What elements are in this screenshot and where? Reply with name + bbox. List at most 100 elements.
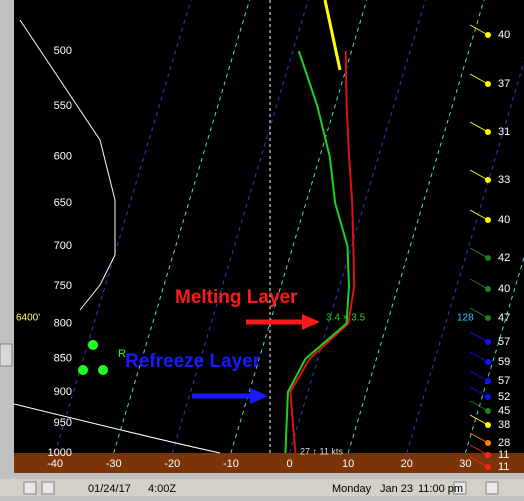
wind-speed: 52 [498,391,510,403]
isotherm [113,0,251,454]
barb-line [469,278,489,290]
scroll-button[interactable] [41,481,55,495]
barb-line [469,247,489,259]
barb-line [469,414,489,426]
wind-speed: 33 [498,174,510,186]
barb-line [469,432,489,444]
wind-speed: 28 [498,437,510,449]
dot [88,340,98,350]
isotherm [54,0,192,454]
wind-speed: 11 [498,461,509,473]
y-tick-label: 650 [54,197,72,209]
barb-line [469,386,489,398]
refreeze-label: Refreeze Layer [125,351,261,372]
barb-line [469,444,489,456]
arrow-head [302,314,320,330]
x-tick-label: 10 [342,458,354,470]
wind-dot [485,32,491,38]
r-mark: R [118,348,126,360]
x-tick-label: -30 [106,458,122,470]
wind-dot [485,286,491,292]
dot [78,365,88,375]
y-tick-label: 800 [54,317,72,329]
plot-area [14,0,524,453]
wind-dot [485,81,491,87]
arrow-head [250,388,268,404]
wind-label: 27 ↑ 11 kts [300,446,343,456]
scroll-button[interactable] [23,481,37,495]
wind-dot [485,394,491,400]
profile-line [284,50,350,454]
isotherm [406,60,524,454]
wind-dot [485,378,491,384]
wind-dot [485,452,491,458]
wind-speed: 42 [498,252,510,264]
wind-dot [485,177,491,183]
barb-line [469,209,489,221]
isotherm [347,0,485,454]
status-local-time: 11:00 pm [418,483,463,495]
status-date: 01/24/17 [88,483,131,495]
status-local-date: Jan 23 [380,483,413,495]
y-tick-label: 950 [54,417,72,429]
status-bar [0,479,524,496]
wind-speed: 40 [498,29,510,41]
surface-values: 3.4 × 3.5 [326,313,366,324]
wind-speed: 11 [498,449,509,461]
wind-speed: 59 [498,356,510,368]
x-axis-bar [14,453,524,473]
x-tick-label: 0 [286,458,292,470]
y-tick-label: 700 [54,240,72,252]
y-tick-label: 550 [54,100,72,112]
y-tick-label: 900 [54,386,72,398]
barb-line [469,351,489,363]
barb-line [469,456,489,468]
y-tick-label: 500 [54,45,72,57]
wind-dot [485,422,491,428]
barb-line [469,169,489,181]
isotherm [171,0,309,454]
side-button[interactable] [0,343,13,367]
y-tick-label: 750 [54,280,72,292]
scroll-button[interactable] [453,481,467,495]
upper-profile [323,0,342,71]
wind-speed: 40 [498,214,510,226]
isotherm [230,0,368,454]
y-tick-label: 850 [54,353,72,365]
x-tick-label: -10 [223,458,239,470]
y-tick-label: 1000 [48,447,72,459]
wind-speed: 57 [498,336,510,348]
wind-speed: 57 [498,375,510,387]
wind-dot [485,464,491,470]
barb-line [469,307,489,319]
barb-line [469,24,489,36]
wind-dot [485,217,491,223]
wind-speed: 31 [498,126,510,138]
status-day: Monday [332,483,372,495]
wind-dot [485,255,491,261]
barb-line [469,73,489,85]
profile-curve [19,19,116,311]
barb-line [469,400,489,412]
wind-speed: 38 [498,419,510,431]
barb-line [469,331,489,343]
y-tick-label: 600 [54,151,72,163]
profile-line [289,50,356,454]
melting-label: Melting Layer [175,287,298,308]
wind-dot [485,339,491,345]
wind-dot [485,129,491,135]
barb-line [469,370,489,382]
wind-speed: 47 [498,312,510,324]
wind-speed: 40 [498,283,510,295]
status-time: 4:00Z [148,483,176,495]
wind-speed: 45 [498,405,510,417]
x-tick-label: -20 [164,458,180,470]
scroll-button[interactable] [485,481,499,495]
x-tick-label: 20 [401,458,413,470]
wind-dot [485,440,491,446]
barb-line [469,121,489,133]
right-value: 128 [457,313,474,324]
wind-dot [485,408,491,414]
